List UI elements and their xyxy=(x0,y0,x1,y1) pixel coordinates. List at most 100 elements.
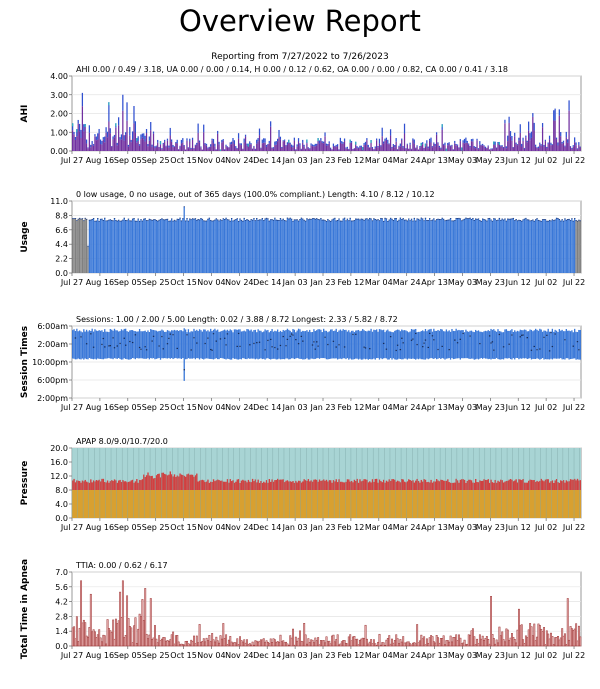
session-bar xyxy=(205,331,208,359)
ahi-bar-ca xyxy=(304,149,307,151)
usage-bar xyxy=(130,220,132,273)
pressure-p95-bar xyxy=(357,482,360,490)
session-bar xyxy=(131,330,134,358)
ahi-bar-h xyxy=(247,143,249,147)
usage-bar xyxy=(364,218,367,273)
ahi-bar-ca xyxy=(367,147,369,151)
pressure-p95-bar xyxy=(119,479,121,490)
ahi-bar-ca xyxy=(438,147,441,151)
usage-bar xyxy=(221,220,223,273)
pressure-p95-bar xyxy=(502,482,505,490)
session-bar xyxy=(526,331,528,360)
ahi-bar-ca xyxy=(212,143,215,151)
usage-bar xyxy=(249,221,251,273)
ttia-bar xyxy=(506,629,509,647)
session-bar xyxy=(362,329,364,360)
pressure-p95-bar xyxy=(112,480,114,490)
ahi-bar-ca xyxy=(491,149,494,151)
ahi-bar-oa xyxy=(540,144,542,146)
pressure-p95-bar xyxy=(423,479,425,490)
ahi-bar-ca xyxy=(129,135,131,151)
session-bar xyxy=(430,328,432,358)
pressure-p95-bar xyxy=(159,477,162,490)
session-gap xyxy=(258,341,261,343)
session-bar xyxy=(90,330,92,359)
ahi-bar-oa xyxy=(154,146,156,149)
ahi-bar-oa xyxy=(278,129,280,138)
pressure-p95-bar xyxy=(274,480,276,490)
ahi-bar-ca xyxy=(198,142,201,151)
ahi-bar-oa xyxy=(514,132,516,137)
ahi-bar-ca xyxy=(289,144,291,151)
ahi-bar-ca xyxy=(341,143,343,151)
ahi-bar-ca xyxy=(550,145,552,151)
session-bar xyxy=(83,329,85,360)
usage-bar xyxy=(543,219,545,273)
ahi-bar-oa xyxy=(523,147,526,149)
session-bar xyxy=(448,330,450,359)
session-gap xyxy=(454,339,456,341)
pressure-p95-bar xyxy=(561,481,563,490)
usage-bar xyxy=(444,220,446,273)
session-bar xyxy=(355,330,357,359)
session-bar xyxy=(420,331,422,360)
usage-bar xyxy=(112,220,114,273)
session-bar xyxy=(288,329,290,360)
ahi-bar-ca xyxy=(515,144,517,151)
ahi-bar-ca xyxy=(343,141,346,151)
ahi-bar-ca xyxy=(105,132,107,151)
ahi-bar-oa xyxy=(511,136,513,141)
pressure-p95-bar xyxy=(303,479,305,490)
ahi-bar-ca xyxy=(233,144,236,151)
ttia-bar xyxy=(198,624,201,647)
ahi-bar-ca xyxy=(544,141,546,151)
ahi-bar-oa xyxy=(253,145,255,147)
usage-bar xyxy=(129,220,131,273)
usage-bar xyxy=(85,219,88,273)
session-gap xyxy=(186,334,188,336)
session-gap xyxy=(364,347,367,349)
session-gap xyxy=(522,334,524,336)
session-bar xyxy=(179,330,181,359)
ahi-bar-oa xyxy=(198,140,201,143)
pressure-p95-bar xyxy=(415,480,417,490)
session-bar xyxy=(336,331,339,360)
pressure-p95-bar xyxy=(382,479,385,490)
ahi-bar-oa xyxy=(579,146,581,148)
session-bar xyxy=(108,332,110,359)
session-bar xyxy=(295,332,297,359)
pressure-p95-bar xyxy=(507,480,509,490)
ahi-bar-oa xyxy=(187,147,190,149)
usage-bar xyxy=(447,220,449,273)
ahi-bar-oa xyxy=(162,142,164,145)
usage-bar xyxy=(522,219,524,273)
session-gap xyxy=(290,333,293,335)
pressure-p95-bar xyxy=(484,479,487,490)
usage-bar xyxy=(194,218,197,273)
usage-bar xyxy=(99,219,102,273)
session-bar xyxy=(378,329,381,360)
pressure-p95-bar xyxy=(240,480,243,490)
usage-bar xyxy=(74,218,77,273)
ahi-bar-oa xyxy=(267,144,269,145)
x-tick-label: May 23 xyxy=(476,278,505,287)
session-bar xyxy=(370,328,372,360)
usage-bar xyxy=(293,219,296,273)
ahi-bar-ca xyxy=(497,143,499,151)
pressure-p95-bar xyxy=(381,482,383,490)
x-tick-label: Mar 04 xyxy=(365,403,393,412)
ahi-bar-ca xyxy=(201,149,203,151)
ahi-bar-oa xyxy=(456,144,459,146)
usage-bar xyxy=(109,219,111,273)
usage-bar xyxy=(413,218,415,273)
session-bar xyxy=(389,331,392,359)
session-bar xyxy=(134,331,137,360)
ahi-bar-oa xyxy=(85,139,88,144)
session-bar xyxy=(493,329,495,359)
ahi-bar-ca xyxy=(403,133,406,151)
usage-bar xyxy=(320,218,322,273)
pressure-p95-bar xyxy=(434,481,436,490)
ahi-bar-ca xyxy=(88,132,90,151)
ahi-bar-oa xyxy=(364,141,367,145)
ahi-bar-ca xyxy=(311,146,314,151)
